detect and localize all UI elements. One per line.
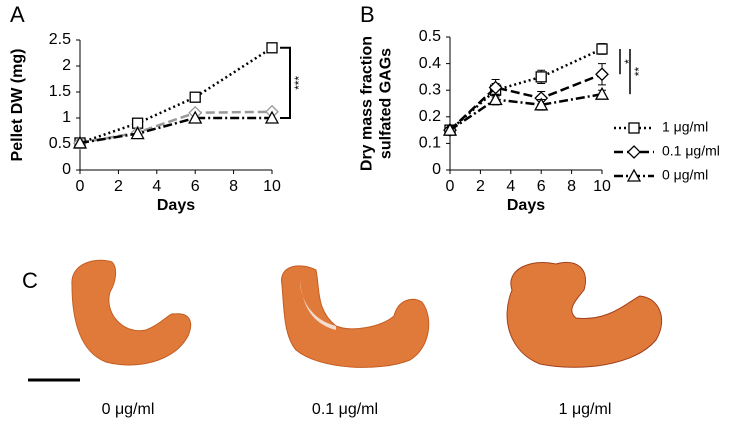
marker (594, 86, 610, 100)
y-tick-label: 0.4 (419, 55, 441, 72)
y-tick-label: 0.5 (419, 28, 441, 45)
x-tick-label: 4 (506, 178, 515, 195)
marker (189, 91, 201, 103)
series-line (79, 116, 272, 145)
significance-label: * (622, 59, 636, 64)
legend-label: 1 μg/ml (662, 119, 708, 135)
x-tick-label: 2 (114, 178, 123, 195)
tissue-section (506, 262, 663, 368)
significance-label: ** (632, 67, 646, 77)
legend-marker (626, 168, 642, 182)
x-tick-label: 4 (152, 178, 161, 195)
panel-label: A (10, 2, 25, 27)
x-tick-label: 10 (263, 178, 281, 195)
tissue-section (71, 259, 192, 366)
y-tick-label: 2.5 (49, 31, 71, 48)
panel-label: B (360, 2, 375, 27)
tissue-images (28, 259, 663, 382)
y-tick-label: 2 (62, 57, 71, 74)
x-tick-label: 8 (567, 178, 576, 195)
y-tick-label: 0 (432, 161, 441, 178)
marker (72, 135, 88, 149)
marker (535, 71, 547, 83)
y-tick-label: 0.1 (419, 135, 441, 152)
x-tick-label: 6 (537, 178, 546, 195)
series-line (449, 47, 603, 132)
marker (596, 43, 608, 55)
marker (188, 110, 203, 124)
x-tick-label: 0 (76, 178, 85, 195)
x-tick-label: 0 (446, 178, 455, 195)
series-line (79, 46, 273, 145)
y-tick-label: 0 (62, 161, 71, 178)
x-tick-label: 2 (476, 178, 485, 195)
y-tick-label: 0.3 (419, 81, 441, 98)
x-axis-title: Days (157, 197, 195, 214)
marker (264, 110, 280, 124)
legend-label: 0 μg/ml (662, 167, 708, 183)
y-tick-label: 1 (62, 109, 71, 126)
marker (130, 126, 145, 140)
series-line (449, 73, 603, 132)
image-caption: 1 μg/ml (559, 401, 612, 418)
marker (266, 42, 278, 54)
series-line (449, 92, 603, 132)
marker (534, 97, 549, 111)
y-axis-title: Dry mass fraction (359, 36, 376, 171)
x-tick-label: 8 (229, 178, 238, 195)
image-caption: 0 μg/ml (102, 401, 155, 418)
x-axis-title: Days (507, 197, 545, 214)
tissue-pale (300, 280, 336, 330)
y-tick-label: 0.5 (49, 135, 71, 152)
y-axis-title: sulfated GAGs (378, 48, 395, 159)
marker (595, 67, 609, 82)
image-caption: 0.1 μg/ml (312, 401, 378, 418)
y-tick-label: 0.2 (419, 108, 441, 125)
legend-label: 0.1 μg/ml (662, 143, 720, 159)
tissue-section (281, 265, 430, 368)
panel-c: C 0 μg/ml 0.1 μg/ml 1 μg/ml (22, 259, 663, 418)
x-tick-label: 10 (593, 178, 611, 195)
significance-bracket (280, 46, 291, 119)
significance-label: *** (292, 76, 306, 90)
y-axis-title: Pellet DW (mg) (9, 49, 26, 162)
x-tick-label: 6 (191, 178, 200, 195)
panel-label: C (22, 268, 38, 293)
marker (488, 92, 503, 106)
legend-marker (628, 122, 640, 134)
y-tick-label: 1.5 (49, 83, 71, 100)
legend-marker (627, 145, 641, 159)
marker (442, 122, 458, 136)
